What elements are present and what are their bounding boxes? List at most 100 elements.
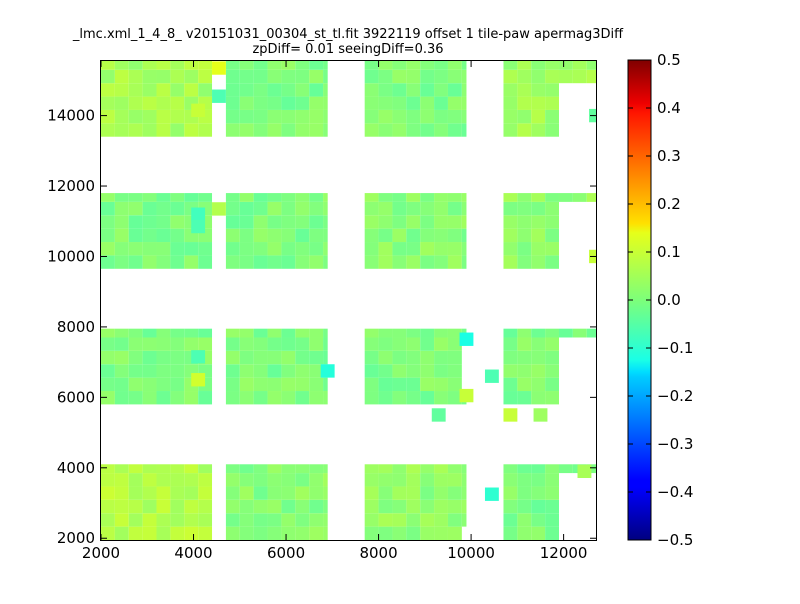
- heatmap-cell: [323, 513, 328, 527]
- heatmap-cell: [545, 350, 559, 365]
- heatmap-cell: [392, 464, 407, 474]
- heatmap-cell: [114, 377, 129, 392]
- heatmap-cell: [184, 499, 199, 514]
- heatmap-cell: [517, 473, 532, 487]
- heatmap-cell: [378, 61, 393, 70]
- heatmap-cell: [392, 364, 407, 378]
- heatmap-cell: [323, 350, 328, 365]
- colorbar-tick-label: −0.1: [657, 339, 693, 357]
- heatmap-cell: [295, 83, 310, 97]
- heatmap-cell: [309, 364, 324, 378]
- heatmap-cell: [545, 61, 559, 70]
- heatmap-cell: [378, 193, 393, 202]
- heatmap-cell: [295, 69, 310, 84]
- heatmap-cell: [447, 83, 462, 97]
- heatmap-cell: [225, 337, 240, 351]
- heatmap-cell: [545, 473, 559, 487]
- heatmap-cell: [101, 255, 115, 269]
- heatmap-cell: [114, 337, 129, 351]
- heatmap-cell: [392, 328, 407, 338]
- heatmap-cell: [309, 215, 324, 229]
- heatmap-cell: [447, 328, 462, 338]
- heatmap-cell: [364, 109, 379, 124]
- heatmap-cell: [170, 255, 185, 269]
- heatmap-cell: [128, 201, 143, 216]
- heatmap-cell: [253, 61, 268, 70]
- heatmap-cell: [170, 377, 185, 392]
- heatmap-cell: [517, 255, 532, 269]
- heatmap-cell: [447, 526, 462, 540]
- heatmap-cell: [184, 526, 199, 540]
- heatmap-cell: [156, 499, 171, 514]
- heatmap-cell: [191, 207, 206, 221]
- heatmap-cell: [392, 499, 407, 514]
- heatmap-cell: [239, 337, 254, 351]
- heatmap-cell: [267, 328, 282, 338]
- heatmap-cell: [281, 123, 296, 137]
- heatmap-cell: [517, 123, 532, 137]
- heatmap-cell: [461, 83, 467, 97]
- heatmap-cell: [267, 350, 282, 365]
- heatmap-cell: [503, 193, 518, 202]
- heatmap-cell: [461, 215, 467, 229]
- heatmap-cell: [253, 377, 268, 392]
- heatmap-cell: [503, 123, 518, 137]
- heatmap-cell: [225, 391, 240, 405]
- heatmap-cell: [434, 377, 448, 392]
- heatmap-cell: [447, 513, 462, 527]
- heatmap-cell: [406, 526, 421, 540]
- heatmap-cell: [184, 337, 199, 351]
- heatmap-cell: [420, 499, 435, 514]
- heatmap-cell: [406, 96, 421, 110]
- heatmap-cell: [517, 337, 532, 351]
- heatmap-cell: [225, 109, 240, 124]
- heatmap-cell: [198, 486, 213, 500]
- heatmap-cell: [459, 388, 474, 403]
- heatmap-cell: [364, 242, 379, 256]
- heatmap-cell: [533, 408, 548, 422]
- heatmap-cell: [198, 69, 213, 84]
- heatmap-cell: [184, 486, 199, 500]
- heatmap-cell: [170, 242, 185, 256]
- heatmap-cell: [170, 215, 185, 229]
- heatmap-cell: [101, 473, 115, 487]
- colorbar-tick-label: 0.3: [657, 147, 681, 165]
- chart-subtitle: zpDiff= 0.01 seeingDiff=0.36: [252, 42, 443, 57]
- heatmap-cell: [420, 526, 435, 540]
- heatmap-cell: [114, 526, 129, 540]
- heatmap-cell: [531, 499, 546, 514]
- colorbar-tick-label: −0.5: [657, 531, 693, 549]
- heatmap-cell: [142, 499, 157, 514]
- heatmap-cell: [531, 83, 546, 97]
- heatmap-cell: [531, 513, 546, 527]
- heatmap-cell: [503, 499, 518, 514]
- heatmap-cell: [281, 377, 296, 392]
- heatmap-cell: [239, 350, 254, 365]
- heatmap-cell: [101, 96, 115, 110]
- colorbar-tick-label: 0.4: [657, 99, 681, 117]
- heatmap-cell: [378, 464, 393, 474]
- heatmap-cell: [531, 96, 546, 110]
- heatmap-cell: [128, 350, 143, 365]
- heatmap-cell: [114, 242, 129, 256]
- heatmap-cell: [128, 364, 143, 378]
- heatmap-cell: [364, 215, 379, 229]
- heatmap-cell: [323, 464, 328, 474]
- heatmap-cell: [420, 328, 435, 338]
- heatmap-cell: [184, 464, 199, 474]
- heatmap-cell: [378, 526, 393, 540]
- heatmap-cell: [267, 69, 282, 84]
- heatmap-cell: [239, 513, 254, 527]
- heatmap-cell: [253, 228, 268, 243]
- heatmap-cell: [434, 391, 448, 405]
- heatmap-cell: [142, 513, 157, 527]
- heatmap-cell: [309, 328, 324, 338]
- y-tick-label: 10000: [47, 247, 95, 265]
- heatmap-cell: [281, 486, 296, 500]
- heatmap-cell: [281, 242, 296, 256]
- heatmap-cell: [517, 193, 532, 202]
- heatmap-cell: [309, 61, 324, 70]
- heatmap-cell: [517, 391, 532, 405]
- heatmap-cell: [531, 201, 546, 216]
- heatmap-cell: [267, 473, 282, 487]
